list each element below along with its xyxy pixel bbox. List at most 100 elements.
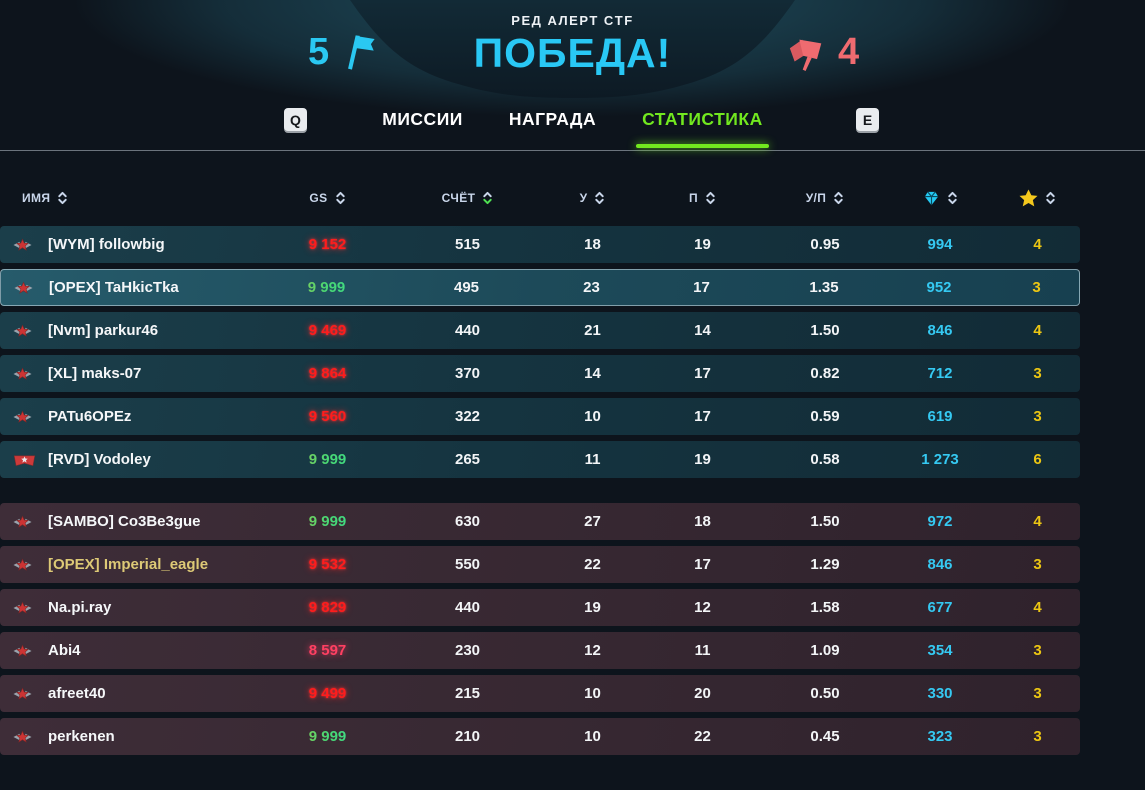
player-kd: 1.35 xyxy=(809,279,839,296)
player-row[interactable]: Na.pi.ray 9 829 440 19 12 1.58 677 4 xyxy=(0,589,1080,626)
key-hint-q[interactable]: Q xyxy=(284,108,307,131)
red-team-score: 4 xyxy=(786,30,859,74)
player-gs: 9 864 xyxy=(308,365,347,382)
rank-icon xyxy=(0,410,44,424)
player-score: 215 xyxy=(454,685,481,702)
sort-icon xyxy=(947,191,957,205)
player-crystals: 323 xyxy=(927,728,953,745)
tab-statistics[interactable]: СТАТИСТИКА xyxy=(636,106,769,148)
blue-team-score: 5 xyxy=(308,30,376,74)
sort-icon xyxy=(1046,191,1055,205)
player-row[interactable]: [OPEX] TaHkicTka 9 999 495 23 17 1.35 95… xyxy=(0,269,1080,306)
player-row[interactable]: Abi4 8 597 230 12 11 1.09 354 3 xyxy=(0,632,1080,669)
red-team-table: [SAMBO] Co3Be3gue 9 999 630 27 18 1.50 9… xyxy=(0,503,1080,755)
player-row[interactable]: [RVD] Vodoley 9 999 265 11 19 0.58 1 273… xyxy=(0,441,1080,478)
column-header-name[interactable]: ИМЯ xyxy=(0,191,265,205)
player-row[interactable]: [SAMBO] Co3Be3gue 9 999 630 27 18 1.50 9… xyxy=(0,503,1080,540)
rank-star-wings-icon xyxy=(14,281,33,294)
player-row[interactable]: PATu6OPEz 9 560 322 10 17 0.59 619 3 xyxy=(0,398,1080,435)
player-kd: 1.58 xyxy=(810,599,840,616)
column-header-gs[interactable]: GS xyxy=(265,191,390,205)
player-stars: 6 xyxy=(1033,451,1042,468)
column-header-stars[interactable] xyxy=(995,189,1080,207)
rank-icon xyxy=(0,687,44,701)
player-kills: 27 xyxy=(584,513,601,530)
sort-icon xyxy=(335,191,345,205)
player-score: 515 xyxy=(454,236,481,253)
tab-reward[interactable]: НАГРАДА xyxy=(508,109,597,129)
player-kills: 22 xyxy=(584,556,601,573)
player-gs: 9 999 xyxy=(265,513,390,530)
player-deaths: 20 xyxy=(694,685,711,702)
player-deaths: 17 xyxy=(694,408,711,425)
player-kills: 14 xyxy=(584,365,601,382)
player-stars: 3 xyxy=(1033,685,1042,702)
column-header-deaths[interactable]: П xyxy=(640,191,765,205)
player-name: PATu6OPEz xyxy=(48,408,132,425)
player-crystals: 619 xyxy=(927,408,953,425)
player-score: 495 xyxy=(453,279,480,296)
player-deaths: 12 xyxy=(694,599,711,616)
blue-score-value: 5 xyxy=(308,31,330,73)
player-stars: 3 xyxy=(1033,556,1042,573)
player-name: [Nvm] parkur46 xyxy=(48,322,159,339)
key-hint-e[interactable]: E xyxy=(856,108,879,131)
player-row[interactable]: afreet40 9 499 215 10 20 0.50 330 3 xyxy=(0,675,1080,712)
player-crystals: 330 xyxy=(927,685,953,702)
rank-icon xyxy=(0,367,44,381)
tabs-bar: Q МИССИИ НАГРАДА СТАТИСТИКА E xyxy=(0,106,1145,148)
player-row[interactable]: [XL] maks-07 9 864 370 14 17 0.82 712 3 xyxy=(0,355,1080,392)
player-name: Na.pi.ray xyxy=(48,599,112,616)
player-crystals: 354 xyxy=(927,642,953,659)
rank-star-wings-icon xyxy=(13,558,32,571)
column-header-kd[interactable]: У/П xyxy=(765,191,885,205)
rank-banner-star-icon xyxy=(13,455,36,466)
column-header-kills[interactable]: У xyxy=(545,191,640,205)
tab-missions[interactable]: МИССИИ xyxy=(382,109,463,129)
player-score: 550 xyxy=(454,556,481,573)
player-score: 210 xyxy=(454,728,481,745)
player-deaths: 17 xyxy=(694,365,711,382)
sort-icon xyxy=(834,191,844,205)
player-row[interactable]: [WYM] followbig 9 152 515 18 19 0.95 994… xyxy=(0,226,1080,263)
player-deaths: 19 xyxy=(694,236,711,253)
rank-star-wings-icon xyxy=(13,410,32,423)
blue-flag-icon xyxy=(348,35,375,70)
rank-star-wings-icon xyxy=(13,644,32,657)
player-kills: 23 xyxy=(583,279,600,296)
player-row[interactable]: [OPEX] Imperial_eagle 9 532 550 22 17 1.… xyxy=(0,546,1080,583)
player-row[interactable]: [Nvm] parkur46 9 469 440 21 14 1.50 846 … xyxy=(0,312,1080,349)
player-kills: 10 xyxy=(584,408,601,425)
red-score-value: 4 xyxy=(838,31,860,73)
player-crystals: 972 xyxy=(927,513,953,530)
rank-icon xyxy=(0,644,44,658)
player-stars: 3 xyxy=(1033,408,1042,425)
player-name: perkenen xyxy=(48,728,115,745)
player-kills: 10 xyxy=(584,685,601,702)
player-name: Abi4 xyxy=(48,642,81,659)
player-kills: 19 xyxy=(584,599,601,616)
player-kd: 0.58 xyxy=(810,451,840,468)
player-score: 440 xyxy=(454,599,481,616)
player-deaths: 18 xyxy=(694,513,711,530)
rank-star-wings-icon xyxy=(13,601,32,614)
player-deaths: 17 xyxy=(694,556,711,573)
rank-icon xyxy=(0,324,44,338)
player-stars: 4 xyxy=(1033,322,1042,339)
column-header-crystals[interactable] xyxy=(885,190,995,207)
player-crystals: 846 xyxy=(927,556,953,573)
player-kd: 1.29 xyxy=(810,556,840,573)
column-header-score[interactable]: СЧЁТ xyxy=(390,191,545,205)
player-stars: 3 xyxy=(1033,642,1042,659)
player-gs: 9 999 xyxy=(264,279,389,296)
player-kd: 1.09 xyxy=(810,642,840,659)
player-name: afreet40 xyxy=(48,685,106,702)
player-kd: 0.59 xyxy=(810,408,840,425)
player-deaths: 22 xyxy=(694,728,711,745)
statistics-table: ИМЯ GS СЧЁТ У П У/П xyxy=(0,183,1080,755)
player-row[interactable]: perkenen 9 999 210 10 22 0.45 323 3 xyxy=(0,718,1080,755)
player-deaths: 19 xyxy=(694,451,711,468)
sort-icon xyxy=(483,191,493,205)
player-gs: 8 597 xyxy=(308,642,347,659)
rank-star-wings-icon xyxy=(13,687,32,700)
